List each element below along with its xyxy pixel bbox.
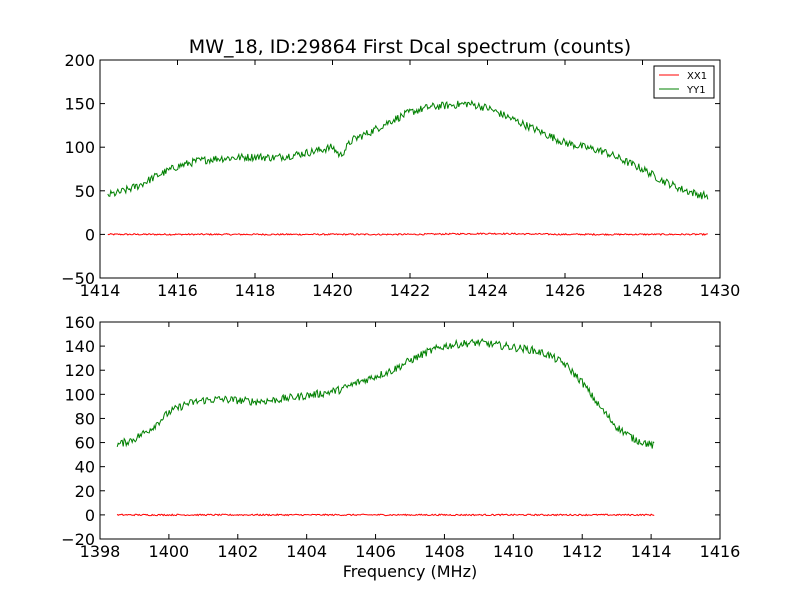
top-x-tick-label: 1422 [390,281,431,300]
bottom-x-tick-label: 1412 [562,542,603,561]
bottom-series-red-line [116,513,655,517]
x-axis-label: Frequency (MHz) [343,562,477,581]
bottom-x-tick-label: 1410 [493,542,534,561]
bottom-y-tick-label: −20 [61,530,95,549]
top-plot: 1414 1416 1418 1420 1422 1424 1426 1428 1430 −50 0… [61,51,740,300]
bottom-y-tick-label: 100 [64,385,95,404]
bottom-x-tick-label: 1406 [355,542,396,561]
top-x-tick-label: 1420 [312,281,353,300]
top-series-yy1-line [107,99,709,200]
top-y-tick-label: 200 [64,51,95,70]
bottom-x-tick-label: 1398 [80,542,121,561]
top-x-tick-label: 1430 [700,281,741,300]
bottom-y-tick-label: 40 [75,458,95,477]
top-x-tick-label: 1426 [545,281,586,300]
top-x-tick-label: 1424 [467,281,508,300]
legend-yy1-label: YY1 [686,85,706,96]
bottom-y-tick-label: 60 [75,434,95,453]
legend-xx1-label: XX1 [687,71,707,82]
bottom-x-tick-label: 1400 [149,542,190,561]
bottom-plot: 1398 1400 1402 1404 1406 1408 1410 1412 1414 1416… [61,313,740,561]
top-series-xx1-line [107,232,708,236]
top-series-group [107,99,709,236]
top-x-tick-label: 1416 [157,281,198,300]
top-x-tick-label: 1414 [80,281,121,300]
bottom-x-tick-label: 1416 [700,542,741,561]
bottom-series-green-line [116,338,655,449]
bottom-x-tick-label: 1402 [217,542,258,561]
bottom-y-tick-label: 160 [64,313,95,332]
bottom-axes-frame [99,321,721,540]
bottom-y-tick-label: 20 [75,482,95,501]
top-y-tick-label: 50 [75,182,95,201]
bottom-y-tick-label: 120 [64,361,95,380]
bottom-y-tick-label: 80 [75,409,95,428]
bottom-x-tick-label: 1408 [424,542,465,561]
bottom-x-tick-label: 1404 [286,542,327,561]
chart-title: MW_18, ID:29864 First Dcal spectrum (cou… [189,36,631,58]
top-y-tick-label: 0 [85,225,95,244]
bottom-y-tick-label: 140 [64,337,95,356]
top-x-tick-label: 1428 [622,281,663,300]
bottom-y-tick-label: 0 [85,506,95,525]
bottom-series-group [116,338,655,517]
top-y-tick-label: 150 [64,95,95,114]
top-y-tick-label: 100 [64,138,95,157]
bottom-x-tick-label: 1414 [631,542,672,561]
top-y-tick-label: −50 [61,269,95,288]
top-legend-box [653,65,715,99]
top-x-tick-label: 1418 [235,281,276,300]
